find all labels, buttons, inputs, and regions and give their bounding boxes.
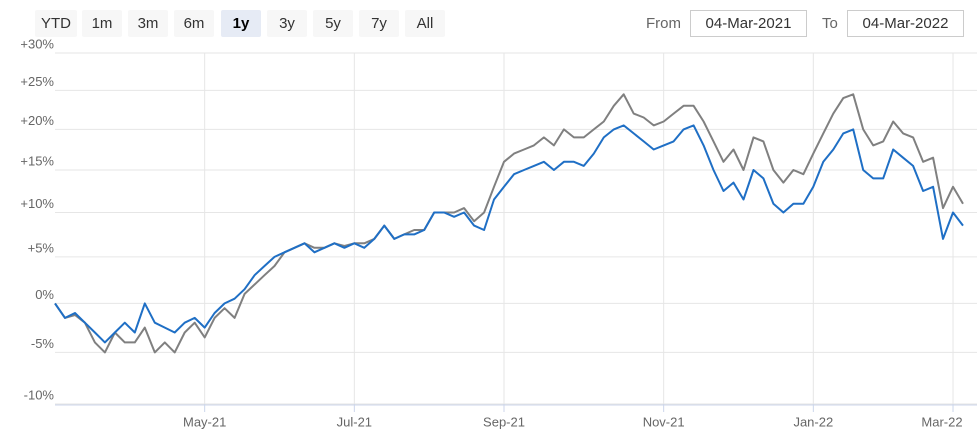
- y-tick-label: +20%: [20, 113, 54, 128]
- range-button[interactable]: YTD: [35, 10, 77, 37]
- y-tick-label: +5%: [28, 240, 55, 255]
- y-tick-label: -5%: [31, 336, 55, 351]
- x-tick-label: Sep-21: [483, 414, 525, 429]
- y-tick-label: +15%: [20, 153, 54, 168]
- series-line: [54, 93, 964, 354]
- x-tick-label: May-21: [183, 414, 226, 429]
- x-tick-label: Mar-22: [921, 414, 962, 429]
- range-button[interactable]: 6m: [174, 10, 214, 37]
- range-button[interactable]: All: [405, 10, 445, 37]
- range-button[interactable]: 3y: [267, 10, 307, 37]
- y-tick-label: -10%: [24, 387, 55, 402]
- y-tick-label: +25%: [20, 74, 54, 89]
- x-tick-label: Nov-21: [643, 414, 685, 429]
- range-button[interactable]: 1y: [221, 10, 261, 37]
- to-input[interactable]: 04-Mar-2022: [847, 10, 964, 37]
- to-label: To: [822, 15, 838, 32]
- range-button[interactable]: 5y: [313, 10, 353, 37]
- y-tick-label: +10%: [20, 196, 54, 211]
- from-label: From: [646, 15, 681, 32]
- x-tick-label: Jul-21: [337, 414, 372, 429]
- range-button[interactable]: 3m: [128, 10, 168, 37]
- y-tick-label: 0%: [35, 287, 54, 302]
- range-button[interactable]: 1m: [82, 10, 122, 37]
- from-input[interactable]: 04-Mar-2021: [690, 10, 807, 37]
- y-tick-label: +30%: [20, 36, 54, 51]
- x-tick-label: Jan-22: [793, 414, 833, 429]
- range-button[interactable]: 7y: [359, 10, 399, 37]
- series-line: [54, 124, 964, 344]
